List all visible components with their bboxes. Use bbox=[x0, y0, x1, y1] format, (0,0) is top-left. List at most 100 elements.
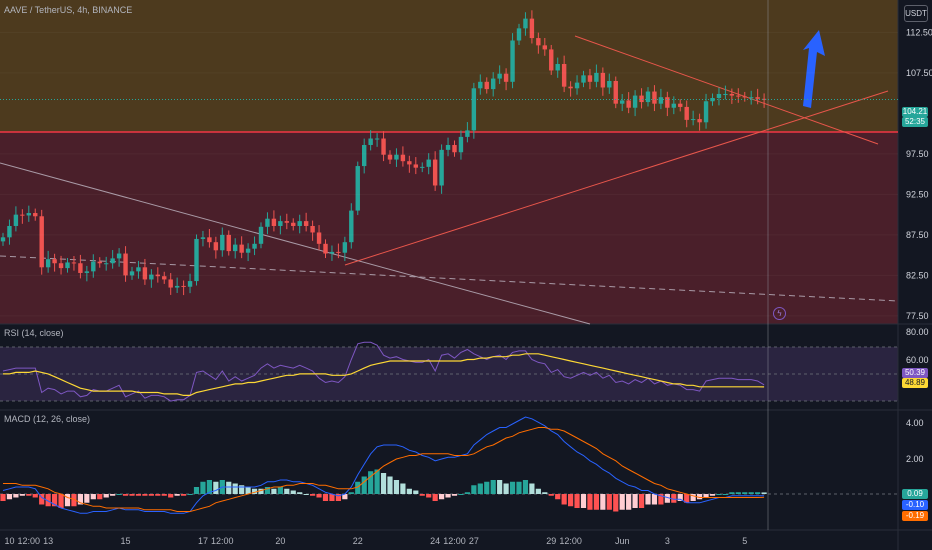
macd-histogram-bar bbox=[555, 494, 561, 500]
candle-body bbox=[71, 262, 77, 264]
macd-histogram-bar bbox=[722, 494, 728, 495]
symbol-title: AAVE / TetherUS, 4h, BINANCE bbox=[4, 5, 133, 15]
macd-histogram-bar bbox=[297, 492, 303, 494]
candle-body bbox=[0, 237, 6, 242]
candle-body bbox=[142, 267, 148, 280]
candle-body bbox=[291, 222, 296, 226]
candle-body bbox=[349, 210, 354, 243]
macd-histogram-bar bbox=[638, 494, 645, 508]
macd-histogram-bar bbox=[413, 490, 419, 494]
macd-histogram-bar bbox=[393, 480, 400, 494]
macd-histogram-bar bbox=[671, 494, 677, 503]
candle-body bbox=[245, 248, 251, 253]
candle-body bbox=[362, 144, 367, 167]
macd-histogram-bar bbox=[264, 487, 271, 494]
candle-body bbox=[420, 166, 425, 168]
macd-histogram-bar bbox=[748, 492, 754, 494]
candle-body bbox=[220, 234, 225, 251]
last-price-label: 104.21 bbox=[902, 107, 928, 117]
macd-histogram-bar bbox=[387, 476, 393, 494]
rsi-title: RSI (14, close) bbox=[4, 328, 64, 338]
candle-body bbox=[200, 237, 206, 239]
candle-body bbox=[329, 251, 335, 254]
candle-body bbox=[39, 216, 44, 268]
macd-histogram-bar bbox=[703, 494, 709, 498]
candle-body bbox=[723, 93, 728, 95]
candle-body bbox=[258, 226, 264, 244]
candle-body bbox=[452, 144, 457, 153]
candle-body bbox=[510, 40, 515, 82]
long-downtrend-line bbox=[0, 162, 591, 325]
candle-body bbox=[310, 225, 315, 233]
candle-body bbox=[194, 238, 199, 282]
macd-histogram-bar bbox=[193, 487, 200, 494]
countdown-label: 52:35 bbox=[902, 117, 928, 127]
candle-body bbox=[574, 82, 580, 89]
candle-body bbox=[155, 274, 160, 277]
macd-histogram-bar bbox=[529, 483, 535, 494]
time-tick-label: 3 bbox=[665, 536, 670, 546]
candle-body bbox=[665, 97, 670, 108]
candle-body bbox=[316, 232, 322, 244]
macd-histogram-bar bbox=[619, 494, 625, 510]
macd-histogram-bar bbox=[0, 494, 6, 501]
macd-histogram-bar bbox=[271, 488, 277, 494]
macd-histogram-bar bbox=[761, 492, 767, 494]
candle-body bbox=[33, 213, 38, 217]
macd-histogram-bar bbox=[516, 481, 522, 494]
time-tick-label: 10 bbox=[4, 536, 14, 546]
macd-histogram-bar bbox=[161, 494, 167, 496]
candle-body bbox=[710, 98, 715, 102]
candle-body bbox=[471, 88, 477, 131]
macd-histogram-bar bbox=[406, 488, 412, 494]
macd-histogram-bar bbox=[84, 494, 90, 503]
candle-body bbox=[7, 225, 12, 238]
macd-histogram-bar bbox=[39, 494, 45, 505]
candles bbox=[0, 10, 767, 296]
macd-histogram-bar bbox=[613, 494, 619, 512]
macd-histogram-bar bbox=[226, 481, 232, 494]
macd-histogram-bar bbox=[568, 494, 574, 507]
macd-histogram-bar bbox=[503, 483, 509, 494]
macd-histogram-bar bbox=[484, 481, 490, 494]
macd-histogram-bar bbox=[580, 494, 587, 508]
macd-histogram-bar bbox=[548, 494, 554, 496]
macd-histogram-bar bbox=[697, 494, 703, 500]
macd-histogram-bar bbox=[335, 494, 341, 501]
macd-line bbox=[2, 416, 765, 514]
macd-histogram-bar bbox=[632, 494, 638, 508]
time-tick-label: 20 bbox=[275, 536, 285, 546]
macd-histogram-bar bbox=[651, 494, 658, 505]
macd-histogram-bar bbox=[316, 494, 322, 498]
currency-button[interactable]: USDT bbox=[904, 5, 928, 22]
macd-histogram-bar bbox=[522, 480, 529, 494]
macd-histogram-bar bbox=[90, 494, 96, 500]
macd-histogram-bar bbox=[142, 494, 148, 496]
time-tick-label: 12:00 bbox=[211, 536, 234, 546]
candle-body bbox=[355, 166, 360, 211]
macd-histogram-bar bbox=[342, 494, 348, 500]
macd-histogram-bar bbox=[400, 483, 406, 494]
candle-body bbox=[516, 28, 522, 41]
macd-histogram-bar bbox=[32, 494, 38, 498]
candle-body bbox=[581, 75, 586, 83]
macd-histogram-bar bbox=[368, 471, 374, 494]
time-tick-label: 13 bbox=[43, 536, 53, 546]
macd-histogram-bar bbox=[329, 494, 335, 501]
macd-tick-4: 4.00 bbox=[906, 418, 924, 428]
macd-histogram-bar bbox=[729, 492, 735, 494]
candle-body bbox=[684, 106, 689, 120]
macd-histogram-bar bbox=[52, 494, 58, 507]
macd-histogram-bar bbox=[258, 488, 264, 494]
lightning-icon[interactable]: ϟ bbox=[773, 307, 786, 320]
time-tick-label: 27 bbox=[469, 536, 479, 546]
macd-histogram-bar bbox=[103, 494, 109, 498]
candle-body bbox=[445, 144, 451, 150]
macd-histogram-bar bbox=[122, 494, 129, 496]
candle-body bbox=[84, 271, 90, 273]
time-tick-label: 29 bbox=[546, 536, 556, 546]
macd-hist-value-label: 0.09 bbox=[902, 489, 928, 499]
candle-body bbox=[600, 72, 606, 88]
candle-body bbox=[458, 136, 464, 153]
